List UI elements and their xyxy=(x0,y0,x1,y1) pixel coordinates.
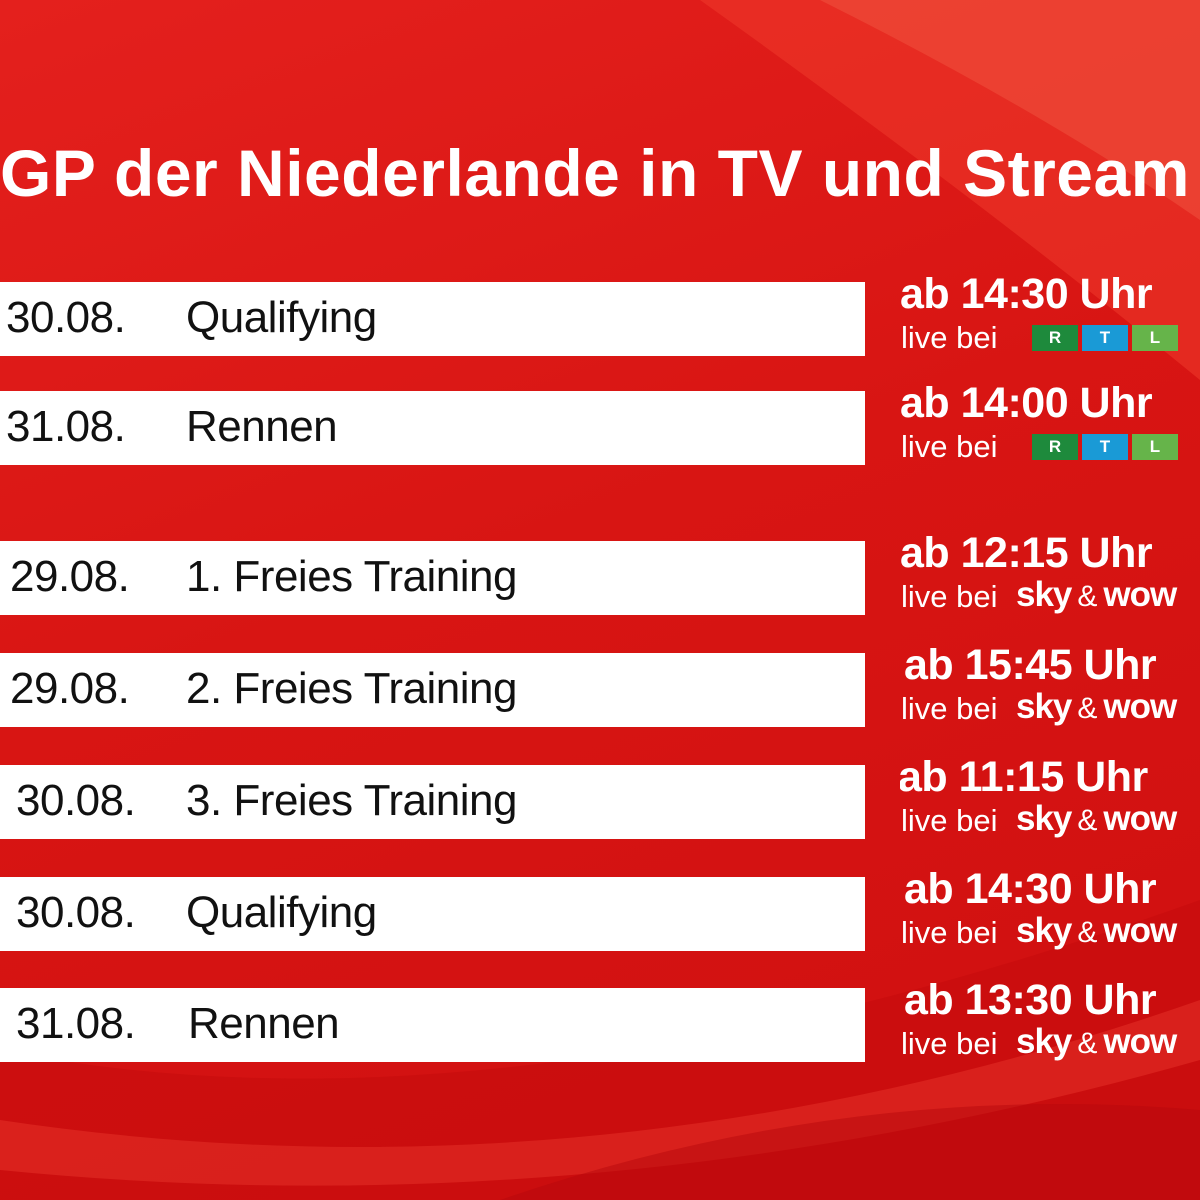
ampersand: & xyxy=(1077,916,1098,949)
schedule-row: 29.08. 2. Freies Training ab 15:45 Uhr l… xyxy=(0,641,1200,727)
row-bar: 30.08. Qualifying xyxy=(0,282,865,356)
sky-logo: sky xyxy=(1016,911,1072,950)
ampersand: & xyxy=(1077,580,1098,613)
row-event: Qualifying xyxy=(186,888,377,937)
rtl-logo: R T L xyxy=(1032,434,1178,460)
row-date: 30.08. xyxy=(16,888,136,937)
wow-logo: wow xyxy=(1103,687,1177,726)
live-label: live bei xyxy=(901,691,998,726)
row-time: ab 14:30 Uhr xyxy=(904,865,1157,913)
live-label: live bei xyxy=(901,579,998,614)
wow-logo: wow xyxy=(1103,911,1177,950)
wow-logo: wow xyxy=(1103,1022,1177,1061)
broadcast-info: ab 11:15 Uhr live bei sky & wow xyxy=(900,753,1200,849)
schedule-row: 30.08. Qualifying ab 14:30 Uhr live bei … xyxy=(0,865,1200,951)
row-event: 2. Freies Training xyxy=(186,664,517,713)
ampersand: & xyxy=(1077,1027,1098,1060)
ampersand: & xyxy=(1077,804,1098,837)
sky-wow-logo: sky & wow xyxy=(1016,687,1177,727)
rtl-logo-t: T xyxy=(1082,434,1128,460)
broadcast-info: ab 13:30 Uhr live bei sky & wow xyxy=(900,976,1200,1072)
row-event: Qualifying xyxy=(186,293,377,342)
rtl-logo-r: R xyxy=(1032,434,1078,460)
ampersand: & xyxy=(1077,692,1098,725)
row-bar: 30.08. 3. Freies Training xyxy=(0,765,865,839)
row-event: 1. Freies Training xyxy=(186,552,517,601)
row-bar: 30.08. Qualifying xyxy=(0,877,865,951)
row-date: 29.08. xyxy=(10,664,130,713)
sky-wow-logo: sky & wow xyxy=(1016,911,1177,951)
sky-logo: sky xyxy=(1016,687,1072,726)
sky-wow-logo: sky & wow xyxy=(1016,575,1177,615)
row-date: 31.08. xyxy=(6,402,126,451)
broadcast-info: ab 12:15 Uhr live bei sky & wow xyxy=(900,529,1200,625)
sky-logo: sky xyxy=(1016,799,1072,838)
wow-logo: wow xyxy=(1103,799,1177,838)
row-date: 30.08. xyxy=(16,776,136,825)
rtl-logo-t: T xyxy=(1082,325,1128,351)
row-bar: 29.08. 2. Freies Training xyxy=(0,653,865,727)
broadcast-info: ab 15:45 Uhr live bei sky & wow xyxy=(900,641,1200,737)
live-label: live bei xyxy=(901,429,998,464)
row-time: ab 14:00 Uhr xyxy=(900,379,1153,427)
rtl-logo: R T L xyxy=(1032,325,1178,351)
sky-wow-logo: sky & wow xyxy=(1016,799,1177,839)
rtl-logo-r: R xyxy=(1032,325,1078,351)
schedule-row: 30.08. Qualifying ab 14:30 Uhr live bei … xyxy=(0,270,1200,356)
page-title: GP der Niederlande in TV und Stream xyxy=(0,136,1190,210)
sky-logo: sky xyxy=(1016,1022,1072,1061)
row-bar: 31.08. Rennen xyxy=(0,988,865,1062)
live-label: live bei xyxy=(901,1026,998,1061)
row-time: ab 15:45 Uhr xyxy=(904,641,1157,689)
row-time: ab 14:30 Uhr xyxy=(900,270,1153,318)
sky-wow-logo: sky & wow xyxy=(1016,1022,1177,1062)
row-event: Rennen xyxy=(186,402,338,451)
rtl-logo-l: L xyxy=(1132,325,1178,351)
row-date: 30.08. xyxy=(6,293,126,342)
row-date: 31.08. xyxy=(16,999,136,1048)
schedule-row: 31.08. Rennen ab 14:00 Uhr live bei R T … xyxy=(0,379,1200,465)
wow-logo: wow xyxy=(1103,575,1177,614)
rtl-logo-l: L xyxy=(1132,434,1178,460)
row-time: ab 13:30 Uhr xyxy=(904,976,1157,1024)
live-label: live bei xyxy=(901,915,998,950)
broadcast-info: ab 14:30 Uhr live bei sky & wow xyxy=(900,865,1200,961)
row-time: ab 12:15 Uhr xyxy=(900,529,1153,577)
broadcast-info: ab 14:30 Uhr live bei R T L xyxy=(900,270,1200,366)
live-label: live bei xyxy=(901,320,998,355)
schedule-row: 30.08. 3. Freies Training ab 11:15 Uhr l… xyxy=(0,753,1200,839)
sky-logo: sky xyxy=(1016,575,1072,614)
row-event: 3. Freies Training xyxy=(186,776,517,825)
row-event: Rennen xyxy=(188,999,340,1048)
schedule-row: 29.08. 1. Freies Training ab 12:15 Uhr l… xyxy=(0,529,1200,615)
broadcast-info: ab 14:00 Uhr live bei R T L xyxy=(900,379,1200,475)
schedule-row: 31.08. Rennen ab 13:30 Uhr live bei sky &… xyxy=(0,976,1200,1062)
row-date: 29.08. xyxy=(10,552,130,601)
row-time: ab 11:15 Uhr xyxy=(900,753,1148,801)
row-bar: 31.08. Rennen xyxy=(0,391,865,465)
live-label: live bei xyxy=(901,803,998,838)
row-bar: 29.08. 1. Freies Training xyxy=(0,541,865,615)
